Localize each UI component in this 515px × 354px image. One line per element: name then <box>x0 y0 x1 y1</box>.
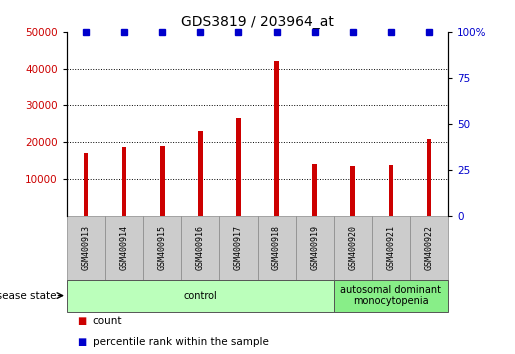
Bar <box>236 118 241 216</box>
Text: ■: ■ <box>77 316 87 326</box>
Bar <box>410 216 448 280</box>
Text: GSM400919: GSM400919 <box>310 225 319 270</box>
Bar <box>105 216 143 280</box>
Bar <box>181 216 219 280</box>
Bar <box>372 216 410 280</box>
Text: ■: ■ <box>77 337 87 347</box>
Bar <box>427 139 431 216</box>
Bar <box>258 216 296 280</box>
Bar <box>274 61 279 216</box>
Bar <box>143 216 181 280</box>
Text: percentile rank within the sample: percentile rank within the sample <box>93 337 269 347</box>
Bar <box>67 280 334 312</box>
Bar <box>198 131 202 216</box>
Bar <box>351 166 355 216</box>
Title: GDS3819 / 203964_at: GDS3819 / 203964_at <box>181 16 334 29</box>
Bar <box>389 165 393 216</box>
Bar <box>84 153 88 216</box>
Text: GSM400918: GSM400918 <box>272 225 281 270</box>
Text: GSM400922: GSM400922 <box>424 225 434 270</box>
Text: GSM400917: GSM400917 <box>234 225 243 270</box>
Bar <box>67 216 105 280</box>
Text: autosomal dominant
monocytopenia: autosomal dominant monocytopenia <box>340 285 441 307</box>
Bar <box>296 216 334 280</box>
Text: GSM400916: GSM400916 <box>196 225 205 270</box>
Bar <box>334 280 448 312</box>
Text: disease state: disease state <box>0 291 57 301</box>
Bar <box>313 164 317 216</box>
Text: GSM400913: GSM400913 <box>81 225 91 270</box>
Text: GSM400915: GSM400915 <box>158 225 167 270</box>
Text: count: count <box>93 316 122 326</box>
Bar <box>219 216 258 280</box>
Text: control: control <box>183 291 217 301</box>
Bar <box>122 147 126 216</box>
Bar <box>160 146 164 216</box>
Bar <box>334 216 372 280</box>
Text: GSM400921: GSM400921 <box>386 225 396 270</box>
Text: GSM400914: GSM400914 <box>119 225 129 270</box>
Text: GSM400920: GSM400920 <box>348 225 357 270</box>
